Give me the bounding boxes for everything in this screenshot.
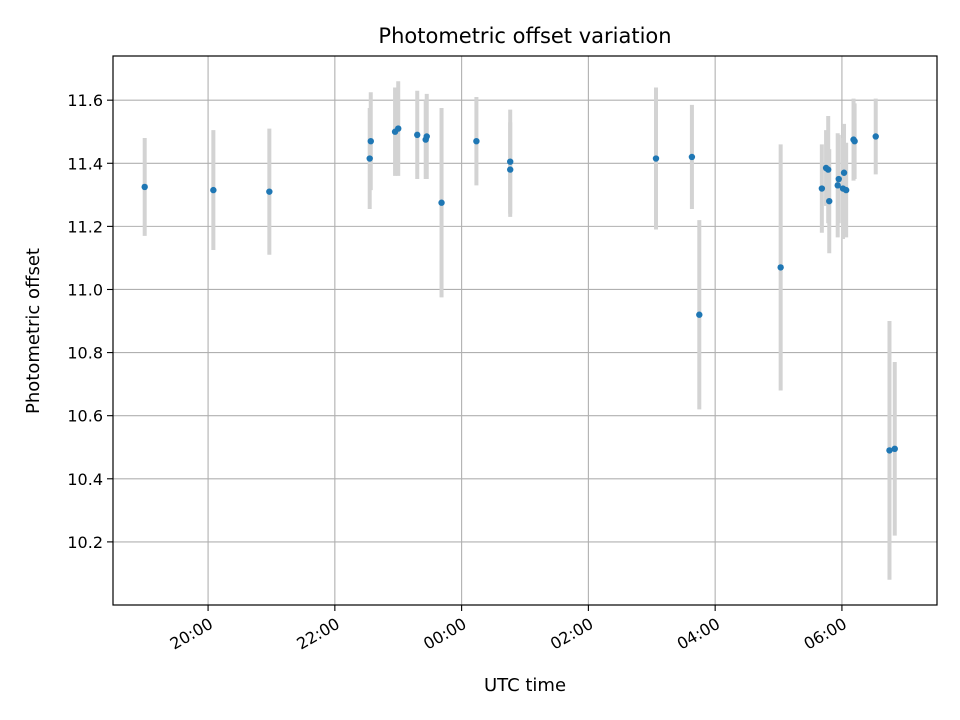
y-tick-label: 11.6 [67,91,103,110]
data-point [652,155,660,162]
data-point [851,137,858,145]
x-axis-label: UTC time [484,675,566,696]
data-point [824,166,832,173]
data-point [141,183,148,191]
y-tick-label: 11.0 [67,280,103,299]
y-tick-label: 11.2 [67,217,103,236]
data-point [840,169,848,176]
data-point [210,186,217,194]
data-point [507,166,514,173]
data-point [696,311,703,318]
data-point [872,133,879,140]
data-point [834,182,841,189]
data-point [842,186,850,194]
data-point [423,133,430,140]
y-tick-label: 10.4 [67,470,103,489]
plot-area-frame [112,55,938,606]
data-point [891,445,898,453]
x-tick-label: 20:00 [167,614,216,654]
data-point [826,197,833,205]
data-point [367,137,374,145]
data-point [395,125,402,132]
x-tick-label: 02:00 [547,614,596,654]
x-tick-label: 00:00 [420,614,469,654]
x-tick-label: 04:00 [674,614,723,654]
y-tick-label: 10.8 [67,344,103,363]
chart-title: Photometric offset variation [378,24,671,48]
data-point [507,158,514,165]
error-bars [142,81,897,580]
data-point [818,185,826,192]
x-tick-label: 22:00 [293,614,342,654]
y-axis-label: Photometric offset [23,248,44,414]
y-tick-label: 11.4 [67,154,103,173]
data-point [886,447,893,454]
grid-lines [113,56,937,605]
y-tick-label: 10.2 [67,533,103,552]
data-point [414,131,421,139]
data-point [366,155,373,162]
data-point [688,153,696,161]
x-axis-ticks: 20:00 22:00 00:00 02:00 04:00 06:00 [167,605,850,654]
y-tick-label: 10.6 [67,407,103,426]
y-axis-ticks: 10.2 10.4 10.6 10.8 11.0 11.2 11.4 11.6 [67,91,113,552]
x-tick-label: 06:00 [800,614,849,654]
data-point [266,188,273,195]
data-points [141,125,898,454]
data-point [835,175,842,183]
data-point [473,137,480,145]
data-point [777,264,784,271]
data-point [438,199,445,206]
